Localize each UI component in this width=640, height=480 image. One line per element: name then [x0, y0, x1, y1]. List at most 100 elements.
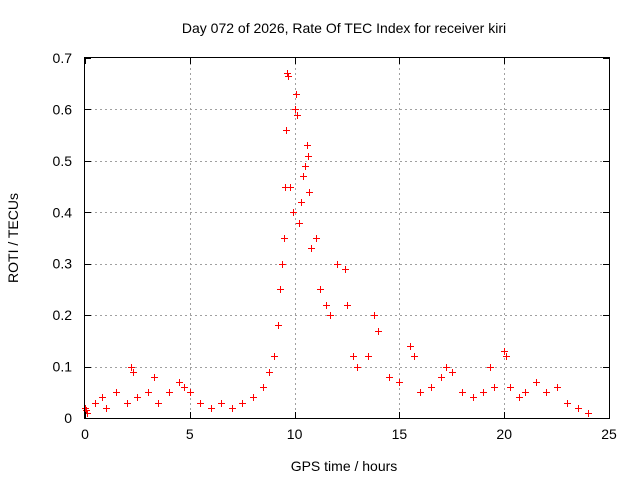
y-tick-label: 0.7	[53, 50, 73, 66]
data-point	[187, 389, 194, 396]
grid	[85, 58, 609, 418]
data-point	[229, 405, 236, 412]
data-point	[313, 235, 320, 242]
data-point	[491, 384, 498, 391]
data-point	[443, 364, 450, 371]
data-point	[250, 394, 257, 401]
data-point	[449, 369, 456, 376]
data-point	[386, 374, 393, 381]
data-point	[275, 322, 282, 329]
data-point	[411, 353, 418, 360]
data-point	[516, 394, 523, 401]
data-point	[281, 235, 288, 242]
data-point	[522, 389, 529, 396]
data-point	[407, 343, 414, 350]
data-point	[103, 405, 110, 412]
data-point	[438, 374, 445, 381]
y-tick-label: 0.1	[53, 359, 73, 375]
data-point	[208, 405, 215, 412]
data-point	[99, 394, 106, 401]
y-axis-label: ROTI / TECUs	[5, 193, 21, 283]
data-point	[293, 91, 300, 98]
data-point	[459, 389, 466, 396]
x-tick-labels: 0 5 10 15 20 25	[81, 426, 617, 442]
data-point	[151, 374, 158, 381]
data-point	[302, 163, 309, 170]
data-point	[575, 405, 582, 412]
axis-ticks	[85, 58, 610, 419]
data-point	[365, 353, 372, 360]
data-point	[218, 400, 225, 407]
data-point	[260, 384, 267, 391]
data-point	[283, 127, 290, 134]
x-tick-label: 5	[186, 426, 194, 442]
data-point	[284, 70, 291, 77]
data-point	[480, 389, 487, 396]
y-tick-label: 0.4	[53, 204, 73, 220]
data-point	[266, 369, 273, 376]
data-point	[176, 379, 183, 386]
chart-title: Day 072 of 2026, Rate Of TEC Index for r…	[182, 20, 506, 36]
data-point	[134, 394, 141, 401]
data-point	[554, 384, 561, 391]
x-tick-label: 10	[287, 426, 303, 442]
y-tick-label: 0	[64, 410, 72, 426]
data-point	[271, 353, 278, 360]
data-point	[304, 142, 311, 149]
x-axis-label: GPS time / hours	[291, 458, 398, 474]
data-point	[396, 379, 403, 386]
x-tick-label: 20	[496, 426, 512, 442]
data-point	[285, 73, 292, 80]
data-point	[305, 153, 312, 160]
data-point	[128, 364, 135, 371]
data-point	[428, 384, 435, 391]
data-point	[197, 400, 204, 407]
data-point	[503, 353, 510, 360]
data-point	[344, 302, 351, 309]
data-point	[130, 369, 137, 376]
data-point	[124, 400, 131, 407]
plot-frame	[84, 57, 610, 419]
data-point	[470, 394, 477, 401]
x-tick-label: 25	[601, 426, 617, 442]
y-tick-label: 0.2	[53, 307, 73, 323]
data-point	[239, 400, 246, 407]
data-point	[317, 286, 324, 293]
data-point	[298, 199, 305, 206]
data-point	[375, 328, 382, 335]
y-tick-label: 0.3	[53, 256, 73, 272]
data-point	[354, 364, 361, 371]
data-point	[292, 106, 299, 113]
data-points	[82, 70, 592, 417]
y-tick-label: 0.5	[53, 153, 73, 169]
data-point	[507, 384, 514, 391]
data-point	[342, 266, 349, 273]
data-point	[181, 384, 188, 391]
data-point	[277, 286, 284, 293]
x-tick-label: 15	[392, 426, 408, 442]
data-point	[350, 353, 357, 360]
data-point	[308, 245, 315, 252]
data-point	[113, 389, 120, 396]
data-point	[371, 312, 378, 319]
data-point	[92, 400, 99, 407]
data-point	[323, 302, 330, 309]
data-point	[155, 400, 162, 407]
data-point	[585, 410, 592, 417]
data-point	[533, 379, 540, 386]
data-point	[417, 389, 424, 396]
data-point	[290, 209, 297, 216]
data-point	[294, 112, 301, 119]
data-point	[306, 189, 313, 196]
y-tick-label: 0.6	[53, 101, 73, 117]
data-point	[327, 312, 334, 319]
data-point	[296, 220, 303, 227]
data-point	[487, 364, 494, 371]
data-point	[300, 173, 307, 180]
data-point	[287, 184, 294, 191]
x-tick-label: 0	[81, 426, 89, 442]
data-point	[501, 348, 508, 355]
data-point	[564, 400, 571, 407]
data-point	[334, 261, 341, 268]
